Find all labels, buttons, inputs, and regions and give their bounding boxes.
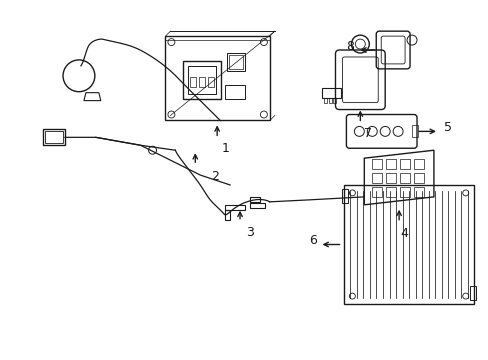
- Text: 8: 8: [346, 40, 354, 53]
- Text: 7: 7: [364, 127, 371, 140]
- Text: 5: 5: [443, 121, 451, 134]
- Text: 6: 6: [308, 234, 316, 247]
- Text: 3: 3: [245, 226, 253, 239]
- Text: 2: 2: [211, 170, 219, 183]
- Text: 1: 1: [221, 142, 228, 155]
- Text: 4: 4: [399, 227, 407, 240]
